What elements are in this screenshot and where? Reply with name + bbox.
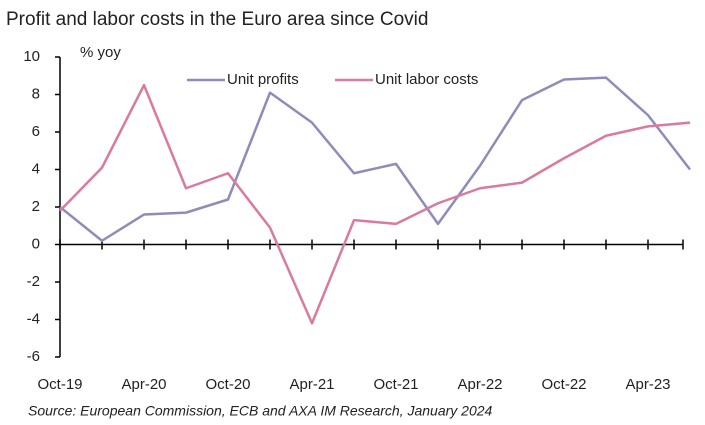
- chart-title: Profit and labor costs in the Euro area …: [6, 9, 428, 30]
- x-tick-label: Apr-21: [289, 376, 334, 393]
- y-tick-label: -6: [27, 348, 40, 365]
- y-tick-label: 2: [32, 198, 40, 215]
- x-tick-label: Oct-21: [373, 376, 418, 393]
- source-note: Source: European Commission, ECB and AXA…: [28, 403, 493, 419]
- y-tick-label: 6: [32, 123, 40, 140]
- x-tick-label: Oct-19: [37, 376, 82, 393]
- y-tick-label: 0: [32, 235, 40, 252]
- y-axis-label: % yoy: [80, 44, 121, 61]
- x-tick-label: Oct-20: [205, 376, 250, 393]
- x-tick-label: Oct-22: [541, 376, 586, 393]
- series-line: [59, 83, 691, 325]
- y-tick-label: -2: [27, 273, 40, 290]
- legend-label: Unit profits: [227, 71, 299, 88]
- y-tick-label: 8: [32, 85, 40, 102]
- x-tick-label: Apr-23: [625, 376, 670, 393]
- y-tick-label: -4: [27, 310, 40, 327]
- x-tick-label: Apr-22: [457, 376, 502, 393]
- legend-label: Unit labor costs: [375, 71, 478, 88]
- x-tick-label: Apr-20: [121, 376, 166, 393]
- y-tick-label: 4: [32, 160, 40, 177]
- series-line: [59, 76, 691, 242]
- y-tick-label: 10: [23, 48, 40, 65]
